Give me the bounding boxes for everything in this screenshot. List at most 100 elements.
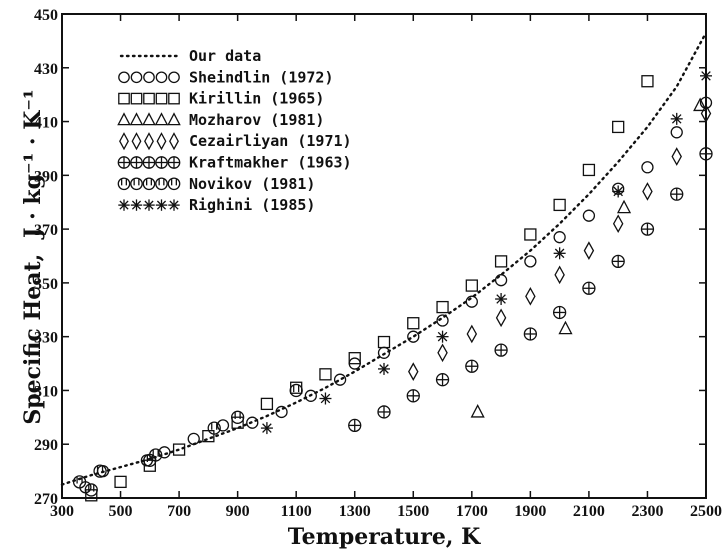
square-marker <box>130 92 143 105</box>
legend-label: Sheindlin (1972) <box>189 68 334 86</box>
y-tick-label: 330 <box>34 330 58 347</box>
data-point <box>582 163 596 177</box>
circle-marker <box>118 71 130 84</box>
y-tick-label: 390 <box>34 168 58 185</box>
diamond-marker <box>131 132 142 151</box>
data-point <box>85 489 98 502</box>
diamond-marker <box>119 132 129 151</box>
data-point <box>436 300 449 314</box>
triangle-marker <box>117 112 131 126</box>
data-point <box>172 443 186 456</box>
legend-entry: Kirillin (1965) <box>118 90 324 108</box>
legend: Our data Sheindlin (1972) Kirillin (1965) M… <box>117 47 352 214</box>
data-point <box>231 416 244 429</box>
data-point <box>260 422 273 435</box>
data-point <box>524 228 537 241</box>
circle-marker <box>155 71 168 84</box>
y-tick-label: 450 <box>34 7 58 24</box>
data-point <box>348 352 361 365</box>
asterisk-marker <box>168 199 180 211</box>
data-point <box>436 314 449 327</box>
legend-label: Novikov (1981) <box>189 175 315 193</box>
x-tick-label: 1700 <box>456 503 488 520</box>
data-point <box>465 295 478 308</box>
y-axis-title: Specific Heat, J · kg⁻¹ · K⁻¹ <box>20 89 46 424</box>
circle-bars-marker <box>130 177 143 191</box>
circle-cross-marker <box>155 156 168 169</box>
data-point <box>612 214 624 234</box>
data-point <box>582 281 596 295</box>
y-tick-label: 310 <box>34 383 58 400</box>
y-axis-title-main: Specific Heat, <box>20 254 46 425</box>
legend-entry: Mozharov (1981) <box>117 111 324 129</box>
data-point <box>699 96 713 109</box>
data-point <box>612 120 625 134</box>
data-point <box>216 419 230 432</box>
data-point <box>583 241 595 260</box>
data-point <box>693 97 708 112</box>
y-tick-label: 350 <box>34 276 58 293</box>
square-marker <box>143 92 155 105</box>
square-marker <box>118 92 130 105</box>
circle-marker <box>130 71 143 84</box>
diamond-marker <box>156 132 167 151</box>
data-point <box>582 209 596 222</box>
legend-label: Righini (1985) <box>189 196 315 214</box>
diamond-marker <box>169 132 179 151</box>
circle-bars-marker <box>155 177 168 191</box>
circle-bars-marker <box>142 177 156 191</box>
asterisk-marker <box>155 199 168 211</box>
data-point <box>289 383 303 398</box>
axis-ticks-layer: 300 500 700 900 1100 1300 1500 1700 1900 2100 2300… <box>34 7 722 520</box>
data-point <box>494 343 508 357</box>
circle-cross-marker <box>130 156 143 169</box>
data-point <box>378 362 390 375</box>
x-tick-label: 700 <box>167 503 191 520</box>
data-point <box>93 464 107 478</box>
data-point <box>640 222 655 236</box>
data-point <box>143 459 156 472</box>
legend-label: Cezairliyan (1971) <box>189 132 352 150</box>
legend-label: Kraftmakher (1963) <box>189 154 352 172</box>
data-point <box>207 421 221 435</box>
y-tick-label: 290 <box>34 437 58 454</box>
series-6 <box>72 383 303 497</box>
legend-entry: Cezairliyan (1971) <box>119 132 352 151</box>
data-point <box>230 410 245 424</box>
data-point <box>642 182 653 201</box>
data-point <box>670 112 683 125</box>
data-point <box>466 324 478 344</box>
data-point <box>524 255 537 268</box>
circle-marker <box>143 71 155 84</box>
data-point <box>671 147 682 166</box>
plot-frame <box>61 13 707 499</box>
legend-label: Kirillin (1965) <box>189 90 324 108</box>
data-point <box>495 308 507 328</box>
y-tick-label: 410 <box>34 115 58 132</box>
data-point <box>699 147 713 161</box>
data-point <box>319 392 332 405</box>
legend-entry: Novikov (1981) <box>117 175 315 193</box>
data-point <box>84 483 98 497</box>
square-marker <box>155 92 168 105</box>
x-tick-label: 2300 <box>631 503 663 520</box>
data-point <box>436 330 449 343</box>
y-tick-label: 370 <box>34 222 58 239</box>
data-point <box>494 274 508 287</box>
data-point <box>670 187 684 201</box>
y-tick-label: 270 <box>34 491 58 508</box>
data-point <box>465 279 478 292</box>
data-point <box>558 320 573 335</box>
data-point <box>641 75 654 88</box>
data-point <box>377 405 391 419</box>
y-axis-title-units: J · kg⁻¹ · K⁻¹ <box>20 89 46 240</box>
data-point <box>641 161 654 174</box>
legend-label: Mozharov (1981) <box>189 111 324 129</box>
data-point <box>670 126 683 139</box>
x-tick-label: 2500 <box>690 503 722 520</box>
our-data-curve <box>60 31 708 486</box>
data-point <box>304 389 317 402</box>
data-point <box>187 432 200 445</box>
diamond-marker <box>144 132 154 151</box>
data-point <box>149 448 163 462</box>
